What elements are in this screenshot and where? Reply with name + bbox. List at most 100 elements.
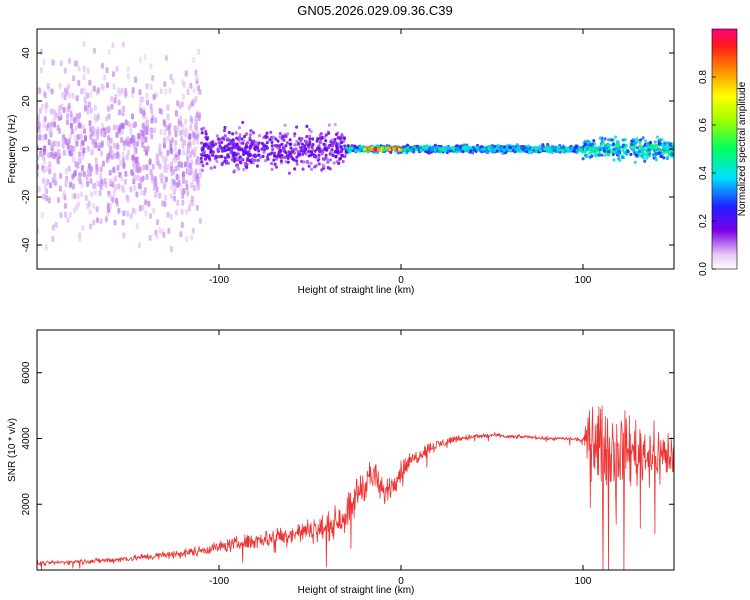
heatmap-cell xyxy=(79,133,83,140)
heatmap-cell xyxy=(260,147,264,151)
heatmap-cell xyxy=(99,172,103,179)
heatmap-cell xyxy=(241,120,245,125)
heatmap-cell xyxy=(146,99,150,106)
heatmap-cell xyxy=(588,155,592,159)
heatmap-cell xyxy=(615,151,619,155)
heatmap-cell xyxy=(237,145,241,149)
heatmap-cell xyxy=(173,184,177,191)
heatmap-cell xyxy=(433,148,437,152)
heatmap-cell xyxy=(145,173,149,180)
heatmap-cell xyxy=(86,180,90,187)
heatmap-cell xyxy=(192,97,196,104)
heatmap-cell xyxy=(641,136,645,140)
heatmap-cell xyxy=(103,178,107,185)
heatmap-cell xyxy=(160,173,164,180)
heatmap-cell xyxy=(193,146,197,153)
heatmap-cell xyxy=(184,208,188,215)
heatmap-cell xyxy=(158,149,162,156)
heatmap-cell xyxy=(253,158,257,163)
heatmap-cell xyxy=(137,133,141,140)
heatmap-cell xyxy=(572,149,576,153)
heatmap-cell xyxy=(108,193,112,200)
heatmap-cell xyxy=(122,210,126,217)
heatmap-cell xyxy=(187,104,191,111)
heatmap-cell xyxy=(82,65,86,72)
heatmap-cell xyxy=(181,199,185,206)
heatmap-cell xyxy=(50,88,54,95)
heatmap-cell xyxy=(417,145,421,149)
heatmap-cell xyxy=(72,117,76,124)
heatmap-cell xyxy=(331,144,335,148)
heatmap-cell xyxy=(122,232,126,239)
heatmap-cell xyxy=(191,227,195,234)
heatmap-cell xyxy=(248,133,252,137)
heatmap-cell xyxy=(61,91,65,98)
heatmap-cell xyxy=(295,155,299,159)
heatmap-cell xyxy=(185,184,189,191)
heatmap-cell xyxy=(302,160,306,164)
heatmap-cell xyxy=(474,146,478,150)
heatmap-cell xyxy=(111,196,115,203)
heatmap-cell xyxy=(257,153,261,157)
heatmap-cell xyxy=(126,197,130,204)
heatmap-cell xyxy=(233,157,237,161)
heatmap-cell xyxy=(89,178,93,185)
heatmap-cell xyxy=(195,173,199,180)
heatmap-cell xyxy=(66,143,70,150)
heatmap-cell xyxy=(594,148,598,152)
heatmap-cell xyxy=(93,104,97,111)
heatmap-cell xyxy=(231,151,235,155)
heatmap-cell xyxy=(124,170,128,177)
heatmap-cell xyxy=(328,167,332,171)
heatmap-cell xyxy=(647,154,651,158)
heatmap-cell xyxy=(205,162,209,166)
heatmap-cell xyxy=(308,140,312,144)
heatmap-cell xyxy=(138,89,142,96)
heatmap-cell xyxy=(152,93,156,100)
heatmap-cell xyxy=(425,144,429,148)
heatmap-cell xyxy=(180,135,184,142)
heatmap-cell xyxy=(651,153,655,157)
heatmap-cell xyxy=(566,147,570,151)
heatmap-cell xyxy=(112,167,116,174)
heatmap-cell xyxy=(401,145,405,149)
heatmap-cell xyxy=(610,138,614,142)
heatmap-cell xyxy=(69,122,73,129)
heatmap-cell xyxy=(405,151,409,155)
heatmap-cell xyxy=(95,206,99,213)
heatmap-cell xyxy=(235,152,239,156)
heatmap-cell xyxy=(550,150,554,154)
heatmap-cell xyxy=(166,135,170,142)
heatmap-cell xyxy=(657,151,661,155)
heatmap-cell xyxy=(100,142,104,149)
heatmap-cell xyxy=(121,156,125,163)
heatmap-cell xyxy=(184,70,188,77)
heatmap-cell xyxy=(254,145,258,149)
heatmap-cell xyxy=(235,156,239,160)
heatmap-cell xyxy=(317,162,321,166)
heatmap-cell xyxy=(78,232,82,239)
heatmap-cell xyxy=(81,153,85,160)
heatmap-cell xyxy=(99,184,103,191)
heatmap-cell xyxy=(645,156,649,160)
heatmap-cell xyxy=(286,156,290,160)
heatmap-cell xyxy=(222,137,226,141)
heatmap-cell xyxy=(264,159,268,163)
heatmap-cell xyxy=(308,137,312,141)
heatmap-cell xyxy=(547,146,551,150)
heatmap-cell xyxy=(185,236,189,243)
heatmap-cell xyxy=(207,157,211,161)
heatmap-cell xyxy=(650,143,654,148)
heatmap-cell xyxy=(441,148,445,152)
heatmap-cell xyxy=(174,110,178,117)
heatmap-cell xyxy=(508,145,512,150)
heatmap-cell xyxy=(131,207,135,214)
heatmap-cell xyxy=(213,165,217,169)
heatmap-cell xyxy=(182,178,186,185)
heatmap-cell xyxy=(163,194,167,201)
heatmap-cell xyxy=(77,151,81,158)
bottom-x-tick-label: 0 xyxy=(398,576,404,587)
heatmap-cell xyxy=(633,160,637,164)
heatmap-cell xyxy=(434,146,438,150)
heatmap-cell xyxy=(323,135,327,140)
